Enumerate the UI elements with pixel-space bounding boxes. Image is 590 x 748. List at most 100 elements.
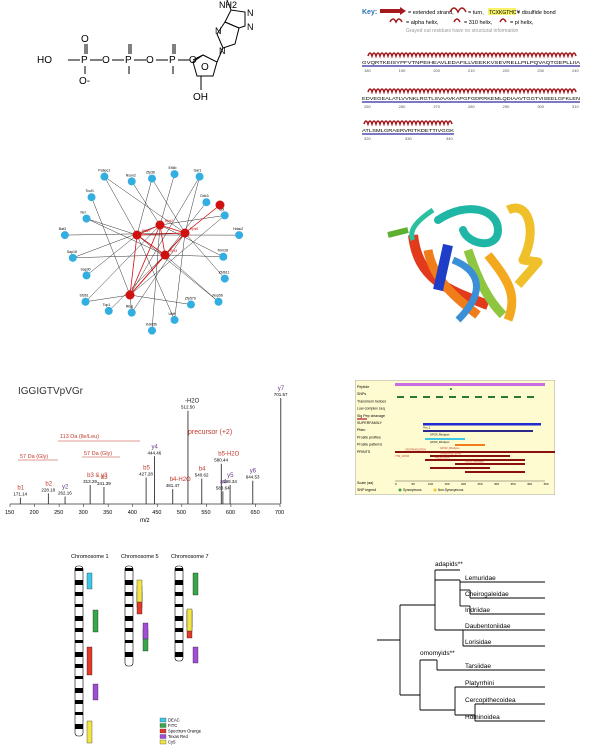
network-node-label: Rbpj [126, 305, 133, 309]
legend-label: DEAC [168, 718, 180, 723]
chromosome-title: Chromosome 5 [121, 554, 159, 560]
atom-o-ring: O [201, 62, 209, 73]
network-node-label: Zfp36 [146, 171, 155, 175]
spectrum-peak-value: 171.14 [13, 492, 27, 497]
legend-swatch [159, 717, 167, 723]
network-edge [91, 197, 131, 296]
spectrum-x-tick-label: 450 [152, 510, 161, 516]
spectrum-annotation: precursor (+2) [188, 429, 232, 436]
snp-legend-item: Non-Synonymous [438, 488, 464, 492]
karyotype-ideogram: Chromosome 1 Chromosome 5 Chromosome 7 DEAC… [71, 554, 209, 745]
domain-scale-tick: 250 [478, 482, 483, 486]
domain-row-label: Prosite patterns [357, 443, 382, 447]
atom-o-double: O [81, 34, 89, 45]
tree-taxon-label: omomyids** [420, 650, 455, 657]
network-node-label: Gar1 [194, 169, 202, 173]
network-node-label-red: Rps2 [165, 219, 173, 223]
chromosome-band [75, 616, 83, 621]
interaction-network-panel: Zfp36 Eif4b Gar1 Ddx3 Gpi Hdac2 Trim28 Zbtb11 No… [55, 155, 250, 345]
network-edge [129, 176, 200, 296]
key-strand: = extended strand, [408, 10, 454, 16]
spectrum-peak-value: 598.34 [223, 479, 237, 484]
atom-o-minus: O- [79, 76, 90, 87]
network-edge [85, 224, 161, 302]
network-edge [174, 232, 186, 320]
network-node-label-red: RS27 [142, 229, 151, 233]
spectrum-x-tick-label: 700 [275, 510, 284, 516]
domain-profile-bar [425, 438, 465, 440]
network-node-label: Gpi [219, 207, 225, 211]
network-node-blue [148, 174, 156, 183]
domain-row-label: PRINTS [357, 450, 371, 454]
atom-o-link1: O [102, 55, 110, 66]
network-node-label: Sap18 [67, 250, 77, 254]
spectrum-ion-label: a4 [220, 479, 227, 485]
chromosome-band [175, 568, 183, 571]
legend-label: Spectrum Orange [168, 729, 202, 734]
tree-taxon-label: Indriidae [465, 607, 490, 614]
probe-signal [86, 572, 93, 590]
ss-row-3: ATLSMLGRAERVRITKDETTIVGGK 320 330 340 [362, 120, 455, 141]
strand-arrow-icon [380, 7, 406, 15]
domain-row-label: Sig Pep cleavage [357, 414, 385, 418]
domain-prints-label: RHODOPSIN [435, 457, 450, 460]
chromosome-band [75, 640, 83, 643]
network-node-label: Nsun2 [126, 173, 136, 177]
spectrum-ion-label: y2 [62, 485, 69, 491]
network-node-label: Sap30 [81, 267, 91, 271]
chromosome-band [75, 688, 83, 693]
ss-tick-label: 230 [537, 68, 544, 73]
domain-row-label: Low complex seq [357, 407, 385, 411]
spectrum-peak-value: 262.16 [58, 491, 72, 496]
network-node-label: Ncl [81, 211, 86, 215]
domain-row-label: Peptide [357, 385, 369, 389]
chromosome-band [175, 652, 183, 657]
network-edge [136, 234, 175, 321]
tree-taxon-label: Cercopithecoidea [465, 697, 516, 704]
key-alpha: = alpha helix, [406, 20, 439, 26]
tree-taxon-label: adapids** [435, 561, 463, 568]
network-edge [85, 294, 131, 302]
network-node-red [132, 230, 142, 240]
spectrum-annotation: 57 Da (Gly) [20, 454, 48, 460]
ss-tick-label: 290 [503, 104, 510, 109]
network-edge [108, 254, 166, 312]
network-edge-red [184, 204, 221, 234]
ss-tick-label: 240 [572, 68, 579, 73]
network-node-blue [235, 231, 244, 240]
domain-transmem-segment [449, 396, 456, 398]
atom-ho: HO [37, 55, 52, 66]
probe-signal [86, 720, 93, 744]
network-edge [131, 181, 161, 226]
network-edge [159, 215, 225, 226]
network-node-label: Sf3b1 [79, 294, 88, 298]
tree-taxon-label: Hominoidea [465, 714, 500, 721]
chromosome-band [125, 616, 133, 621]
network-edge-red [129, 234, 138, 296]
domain-snp-legend-title: SNP legend [357, 488, 376, 492]
ss-tick-label: 190 [399, 68, 406, 73]
legend-label: FITC [168, 723, 177, 728]
chromosome-title: Chromosome 1 [71, 554, 109, 560]
network-edge [129, 294, 191, 305]
tree-taxon-label: Lorisidae [465, 639, 492, 646]
network-node-label: Tcof1 [86, 189, 94, 193]
network-node-blue [170, 170, 179, 179]
chromosome-band [75, 652, 83, 657]
mass-spectrum-chart: IGGIGTVpVGr 150 200 250 300 350 400 450 500 550 6… [5, 386, 288, 524]
chromosome-band [75, 580, 83, 585]
key-310: = 310 helix, [464, 20, 493, 26]
spectrum-x-tick-label: 250 [54, 510, 63, 516]
chromosome-band [175, 640, 183, 643]
spectrum-peak-value: 427.28 [139, 472, 153, 477]
chromosome-band [175, 604, 183, 607]
domain-scale-label: Scale (aa) [357, 481, 373, 485]
chromosome-band [125, 568, 133, 571]
legend-label: Cy5 [168, 740, 176, 745]
atom-p2: P [125, 55, 132, 66]
network-node-blue [186, 300, 195, 309]
network-node-label-red: Rpl3 [170, 249, 177, 253]
network-node-blue [219, 252, 228, 261]
spectrum-ion-label: -H2O [185, 399, 200, 405]
network-edge [104, 176, 138, 236]
